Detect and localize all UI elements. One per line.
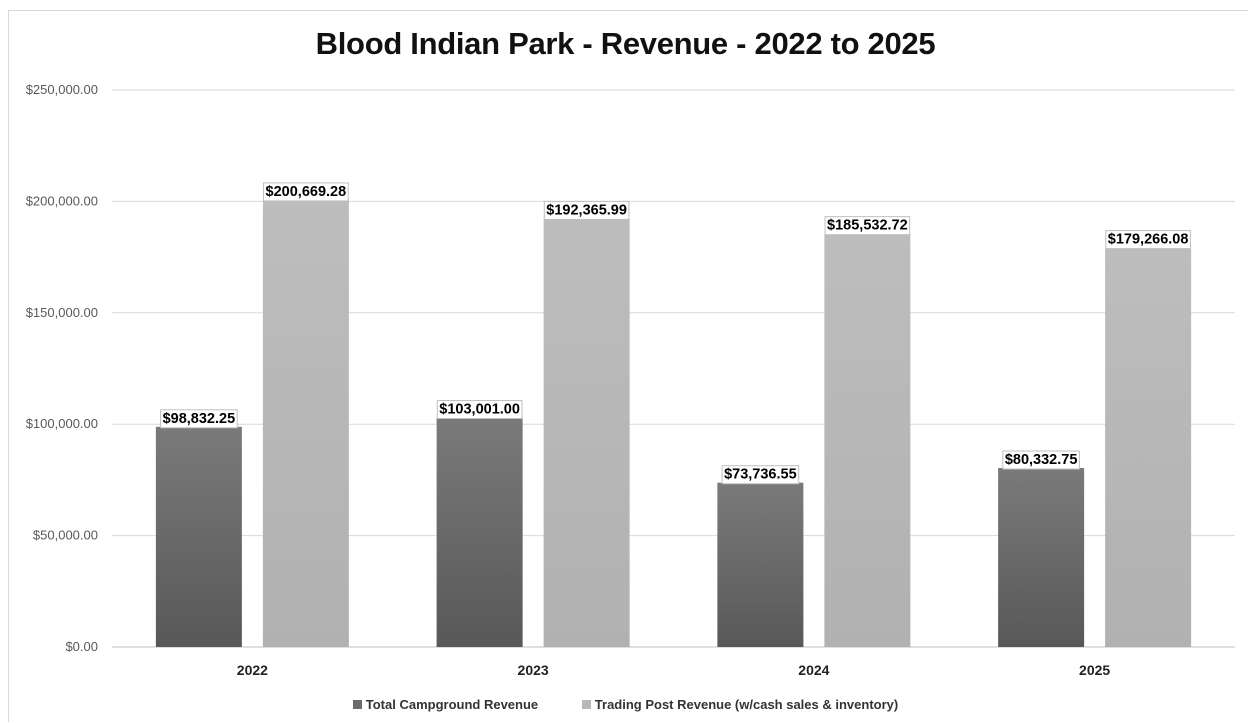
- x-category-label: 2022: [237, 662, 268, 678]
- legend-swatch-trading-post: [581, 700, 591, 709]
- legend-swatch-campground: [352, 700, 362, 709]
- y-tick-label: $150,000.00: [26, 305, 98, 320]
- chart-title: Blood Indian Park - Revenue - 2022 to 20…: [315, 26, 936, 61]
- bar-trading-post-2025: [1105, 247, 1192, 648]
- y-tick-label: $50,000.00: [33, 528, 98, 543]
- bar-trading-post-2022: [262, 199, 349, 647]
- data-label-box: [721, 465, 800, 485]
- bar-campground-2024: [717, 482, 804, 647]
- y-tick-label: $200,000.00: [26, 193, 98, 208]
- x-category-label: 2025: [1079, 662, 1110, 678]
- data-label-campground-2023: $103,001.00: [436, 400, 523, 420]
- chart-legend: Total Campground Revenue Trading Post Re…: [0, 697, 1251, 712]
- data-label: $200,669.28: [266, 184, 347, 200]
- legend-item-campground: Total Campground Revenue: [352, 697, 539, 712]
- data-label-campground-2024: $73,736.55: [721, 465, 800, 485]
- data-label-box: [263, 182, 349, 202]
- data-label: $103,001.00: [439, 402, 520, 418]
- bar-campground-2023: [436, 417, 523, 647]
- data-label-box: [436, 400, 523, 420]
- bar-trading-post-2023: [543, 218, 630, 647]
- data-label-box: [824, 216, 911, 236]
- data-label-trading-post-2022: $200,669.28: [263, 182, 349, 202]
- data-label-box: [543, 200, 630, 220]
- y-tick-label: $100,000.00: [26, 416, 98, 431]
- x-category-label: 2023: [518, 662, 549, 678]
- data-label-box: [160, 409, 238, 429]
- data-label-trading-post-2023: $192,365.99: [543, 200, 630, 220]
- chart-frame: [8, 10, 1248, 722]
- y-tick-label: $250,000.00: [26, 82, 98, 97]
- legend-item-trading-post: Trading Post Revenue (w/cash sales & inv…: [581, 697, 899, 712]
- data-label: $98,832.25: [163, 411, 236, 427]
- bar-campground-2022: [155, 426, 242, 647]
- data-label-box: [1105, 230, 1191, 250]
- bar-campground-2025: [998, 468, 1085, 647]
- data-label: $185,532.72: [827, 218, 908, 234]
- x-category-label: 2024: [798, 662, 829, 678]
- data-label-trading-post-2024: $185,532.72: [824, 216, 911, 236]
- legend-label-campground: Total Campground Revenue: [365, 697, 539, 712]
- data-label-trading-post-2025: $179,266.08: [1105, 230, 1191, 250]
- data-label-campground-2022: $98,832.25: [160, 409, 238, 429]
- data-label: $80,332.75: [1005, 452, 1078, 468]
- data-label-box: [1002, 450, 1080, 470]
- legend-label-trading-post: Trading Post Revenue (w/cash sales & inv…: [594, 697, 899, 712]
- data-label: $73,736.55: [724, 467, 797, 483]
- data-label: $192,365.99: [546, 202, 627, 218]
- bar-trading-post-2024: [824, 233, 911, 647]
- y-tick-label: $0.00: [65, 639, 98, 654]
- data-label: $179,266.08: [1108, 232, 1189, 248]
- data-label-campground-2025: $80,332.75: [1002, 450, 1080, 470]
